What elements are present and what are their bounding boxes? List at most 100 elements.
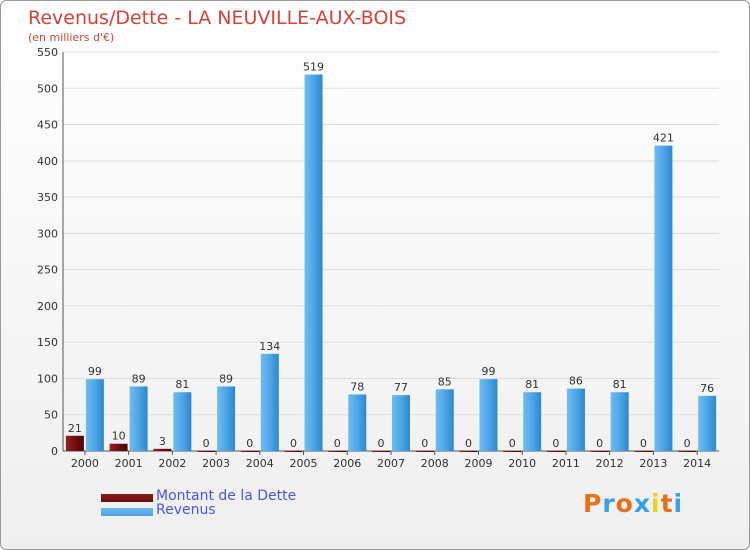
logo-letter: i bbox=[673, 489, 684, 518]
bar-revenus bbox=[260, 353, 279, 451]
x-tick-label: 2014 bbox=[683, 457, 711, 470]
y-tick-label: 250 bbox=[37, 264, 58, 277]
bar-dette bbox=[503, 451, 522, 452]
data-label-dette: 0 bbox=[465, 437, 472, 450]
y-tick-label: 500 bbox=[37, 82, 58, 95]
data-label-revenus: 81 bbox=[613, 378, 627, 391]
data-label-revenus: 89 bbox=[132, 372, 146, 385]
x-tick-label: 2013 bbox=[639, 457, 667, 470]
bar-dette bbox=[678, 451, 697, 452]
logo-letter: o bbox=[615, 489, 634, 518]
data-label-dette: 0 bbox=[203, 437, 210, 450]
data-label-revenus: 421 bbox=[653, 132, 674, 145]
proxiti-logo: Proxiti bbox=[583, 489, 683, 518]
x-tick-label: 2004 bbox=[246, 457, 274, 470]
logo-letter: i bbox=[651, 489, 661, 518]
data-label-revenus: 519 bbox=[303, 60, 324, 73]
x-tick-label: 2009 bbox=[464, 457, 492, 470]
data-label-dette: 0 bbox=[421, 437, 428, 450]
data-label-dette: 0 bbox=[552, 437, 559, 450]
y-tick-label: 100 bbox=[37, 372, 58, 385]
x-tick-label: 2012 bbox=[596, 457, 624, 470]
chart-subtitle: (en milliers d'€) bbox=[28, 31, 115, 44]
data-label-revenus: 134 bbox=[259, 340, 280, 353]
data-label-dette: 21 bbox=[68, 422, 82, 435]
bar-revenus bbox=[173, 392, 192, 451]
bar-revenus bbox=[523, 392, 542, 451]
logo-letter: x bbox=[633, 489, 651, 518]
x-tick-label: 2001 bbox=[115, 457, 143, 470]
data-label-revenus: 89 bbox=[219, 372, 233, 385]
x-tick-label: 2007 bbox=[377, 457, 405, 470]
data-label-dette: 0 bbox=[596, 437, 603, 450]
x-tick-label: 2008 bbox=[421, 457, 449, 470]
bar-revenus bbox=[479, 379, 498, 451]
bar-revenus bbox=[217, 386, 236, 451]
y-tick-label: 400 bbox=[37, 155, 58, 168]
bar-revenus bbox=[392, 395, 410, 451]
logo-letter: t bbox=[660, 489, 674, 518]
y-tick-label: 200 bbox=[37, 300, 58, 313]
data-label-dette: 0 bbox=[640, 437, 647, 450]
bar-revenus bbox=[610, 392, 629, 451]
data-label-revenus: 77 bbox=[394, 381, 408, 394]
data-label-revenus: 99 bbox=[481, 365, 495, 378]
legend-swatch-revenus bbox=[101, 508, 153, 516]
bar-dette bbox=[240, 451, 259, 452]
legend-label-revenus: Revenus bbox=[156, 502, 216, 518]
bar-revenus bbox=[129, 386, 148, 451]
chart-title: Revenus/Dette - LA NEUVILLE-AUX-BOIS bbox=[28, 7, 407, 29]
data-label-dette: 0 bbox=[334, 437, 341, 450]
data-label-dette: 0 bbox=[509, 437, 516, 450]
logo-letter: P bbox=[583, 489, 603, 518]
bar-revenus bbox=[566, 388, 585, 451]
bar-revenus bbox=[348, 394, 367, 451]
bar-revenus bbox=[698, 395, 717, 451]
bar-dette bbox=[153, 448, 172, 451]
y-tick-label: 150 bbox=[37, 336, 58, 349]
x-tick-label: 2010 bbox=[508, 457, 536, 470]
x-tick-label: 2002 bbox=[158, 457, 186, 470]
y-tick-label: 50 bbox=[44, 409, 58, 422]
x-tick-label: 2006 bbox=[333, 457, 361, 470]
bar-dette bbox=[459, 451, 478, 452]
bar-dette bbox=[372, 451, 390, 452]
bar-revenus bbox=[435, 389, 454, 451]
data-label-dette: 0 bbox=[684, 437, 691, 450]
y-tick-label: 0 bbox=[51, 445, 58, 458]
bar-dette bbox=[590, 451, 609, 452]
x-tick-label: 2000 bbox=[71, 457, 99, 470]
bar-dette bbox=[284, 451, 303, 452]
x-tick-label: 2011 bbox=[552, 457, 580, 470]
data-label-revenus: 76 bbox=[700, 382, 714, 395]
data-label-revenus: 99 bbox=[88, 365, 102, 378]
bar-dette bbox=[65, 435, 84, 451]
data-label-dette: 0 bbox=[246, 437, 253, 450]
bar-dette bbox=[328, 451, 347, 452]
bar-revenus bbox=[85, 379, 104, 451]
data-label-dette: 0 bbox=[378, 437, 385, 450]
data-label-revenus: 86 bbox=[569, 375, 583, 388]
y-tick-label: 450 bbox=[37, 119, 58, 132]
bar-revenus bbox=[304, 74, 323, 452]
bar-dette bbox=[634, 451, 653, 452]
data-label-revenus: 81 bbox=[175, 378, 189, 391]
data-label-dette: 0 bbox=[290, 437, 297, 450]
data-label-revenus: 78 bbox=[350, 380, 364, 393]
y-tick-label: 300 bbox=[37, 227, 58, 240]
bar-dette bbox=[197, 451, 216, 452]
x-tick-label: 2005 bbox=[290, 457, 318, 470]
legend-label-dette: Montant de la Dette bbox=[156, 488, 297, 504]
data-label-revenus: 81 bbox=[525, 378, 539, 391]
bar-revenus bbox=[654, 145, 673, 452]
bar-dette bbox=[546, 451, 565, 452]
logo-letter: r bbox=[602, 489, 616, 518]
y-tick-label: 350 bbox=[37, 191, 58, 204]
bar-dette bbox=[415, 451, 434, 452]
x-tick-label: 2003 bbox=[202, 457, 230, 470]
y-tick-label: 550 bbox=[37, 46, 58, 59]
data-label-revenus: 85 bbox=[438, 375, 452, 388]
bar-dette bbox=[109, 443, 128, 451]
